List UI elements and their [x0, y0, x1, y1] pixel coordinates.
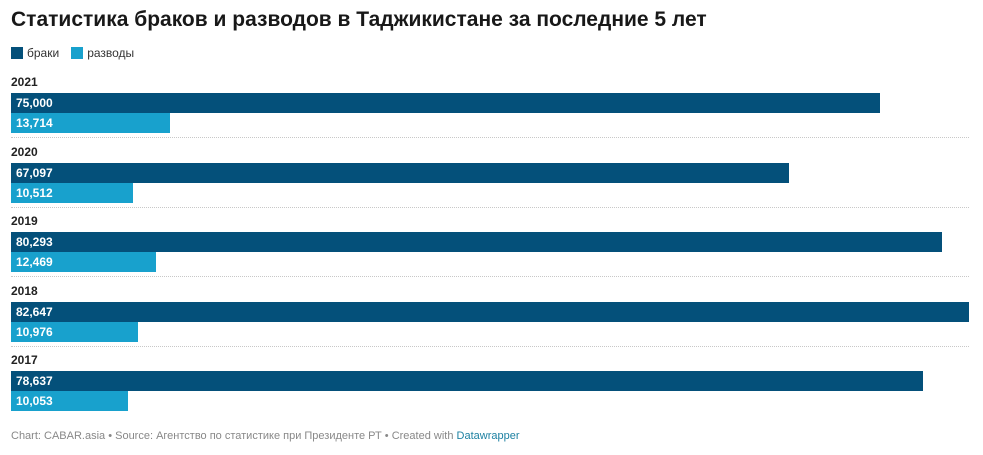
group-divider	[11, 206, 969, 208]
year-group-2019: 2019 80,293 12,469	[11, 214, 969, 277]
legend-swatch-divorces	[71, 47, 84, 59]
footer-credit: Chart: CABAR.asia • Source: Агентство по…	[11, 430, 457, 442]
bar-marriages-2021: 75,000	[11, 93, 881, 113]
legend-label-divorces: разводы	[87, 46, 135, 60]
bar-value-label: 12,469	[16, 255, 53, 269]
bar-value-label: 75,000	[16, 96, 53, 110]
year-group-2021: 2021 75,000 13,714	[11, 75, 969, 138]
bar-value-label: 78,637	[16, 374, 53, 388]
year-label: 2017	[11, 353, 38, 367]
year-group-2020: 2020 67,097 10,512	[11, 144, 969, 208]
legend: браки разводы	[11, 46, 146, 60]
bar-value-label: 10,976	[16, 324, 53, 339]
year-group-2017: 2017 78,637 10,053	[11, 353, 969, 415]
bar-value-label: 80,293	[16, 235, 53, 249]
year-group-2018: 2018 82,647 10,976	[11, 283, 969, 347]
bar-marriages-2019: 80,293	[11, 232, 942, 252]
bar-value-label: 10,053	[16, 394, 53, 408]
bar-divorces-2017: 10,053	[11, 391, 128, 411]
legend-swatch-marriages	[11, 47, 23, 59]
bar-divorces-2020: 10,512	[11, 182, 133, 203]
legend-label-marriages: браки	[27, 46, 60, 60]
chart-title: Статистика браков и разводов в Таджикист…	[11, 8, 707, 31]
chart-footer: Chart: CABAR.asia • Source: Агентство по…	[11, 430, 520, 442]
bar-value-label: 82,647	[16, 304, 53, 319]
legend-item-marriages: браки	[11, 46, 59, 60]
bar-marriages-2020: 67,097	[11, 162, 789, 183]
bar-value-label: 13,714	[16, 116, 53, 130]
group-divider	[11, 345, 969, 347]
bar-divorces-2018: 10,976	[11, 321, 139, 342]
bar-value-label: 67,097	[16, 165, 53, 180]
datawrapper-link[interactable]: Datawrapper	[456, 430, 520, 442]
year-label: 2020	[11, 144, 38, 159]
group-divider	[11, 137, 969, 138]
year-label: 2018	[11, 283, 38, 298]
year-label: 2019	[11, 214, 38, 228]
bar-marriages-2017: 78,637	[11, 371, 923, 391]
legend-item-divorces: разводы	[71, 46, 134, 60]
bar-divorces-2019: 12,469	[11, 252, 156, 272]
bar-divorces-2021: 13,714	[11, 113, 170, 133]
group-divider	[11, 276, 969, 277]
year-label: 2021	[11, 75, 38, 89]
bar-value-label: 10,512	[16, 185, 53, 200]
bar-marriages-2018: 82,647	[11, 301, 969, 322]
